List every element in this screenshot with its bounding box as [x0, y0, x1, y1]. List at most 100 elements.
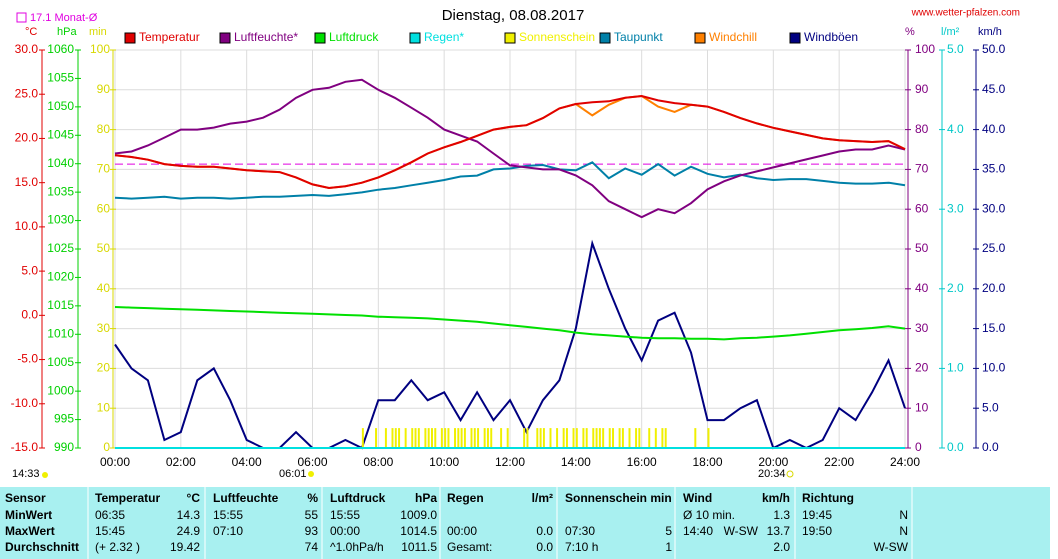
y-tick-label: 25.0 — [15, 86, 39, 100]
sunset-label: 20:34 — [758, 468, 786, 480]
sunshine-bar — [394, 428, 397, 448]
sunshine-bar — [539, 428, 542, 448]
table-cell: 1.3 — [773, 508, 790, 522]
sunshine-bar — [592, 428, 595, 448]
table-cell: 06:35 — [95, 508, 125, 522]
table-cell: 00:00 — [330, 524, 360, 538]
axis-title: l/m² — [941, 26, 960, 38]
series-line — [114, 94, 906, 190]
sunshine-bar — [424, 428, 427, 448]
y-tick-label: 1000 — [47, 383, 74, 397]
sunshine-bar — [523, 428, 526, 448]
table-header: Regen — [447, 491, 484, 505]
sunshine-bar — [595, 428, 598, 448]
table-cell: 1011.5 — [401, 540, 437, 554]
sunshine-bar — [598, 428, 601, 448]
x-tick-label: 14:00 — [561, 455, 591, 469]
table-cell: 5 — [665, 524, 672, 538]
sunshine-bar — [391, 428, 394, 448]
y-tick-label: 30 — [915, 321, 929, 335]
sunshine-bar — [473, 428, 476, 448]
reference-label: 17.1 Monat-Ø — [30, 12, 98, 24]
now-label: 14:33 — [12, 468, 40, 480]
y-tick-label: 1060 — [47, 42, 74, 56]
x-tick-label: 12:00 — [495, 455, 525, 469]
legend-swatch — [409, 32, 421, 44]
sunshine-bar — [477, 428, 480, 448]
y-tick-label: 90 — [97, 82, 111, 96]
y-tick-label: 20 — [915, 361, 929, 375]
sunshine-bar — [361, 428, 364, 448]
y-tick-label: 1035 — [47, 184, 74, 198]
table-cell: 14:40 — [683, 524, 713, 538]
axis-title: hPa — [57, 26, 77, 38]
y-tick-label: 995 — [54, 412, 74, 426]
sunshine-bar — [542, 428, 545, 448]
sun-icon — [42, 472, 48, 478]
x-tick-label: 04:00 — [232, 455, 262, 469]
table-cell: MaxWert — [5, 524, 55, 538]
sunshine-bar — [572, 428, 575, 448]
y-tick-label: -15.0 — [11, 440, 39, 454]
y-tick-label: 100 — [915, 42, 935, 56]
table-cell: 1 — [665, 540, 672, 554]
sunshine-bar — [612, 428, 615, 448]
y-tick-label: 30 — [97, 321, 111, 335]
table-header: Wind — [683, 491, 712, 505]
y-tick-label: 1045 — [47, 127, 74, 141]
sunshine-bar — [447, 428, 450, 448]
table-header: Sonnenschein min — [565, 491, 672, 505]
table-cell: 13.7 — [767, 524, 791, 538]
table-cell: 1009.0 — [400, 508, 437, 522]
table-cell: 15:55 — [330, 508, 360, 522]
table-header: °C — [187, 491, 201, 505]
y-tick-label: 40 — [915, 281, 929, 295]
y-tick-label: 40.0 — [982, 122, 1006, 136]
y-tick-label: 0 — [915, 440, 922, 454]
y-tick-label: 15.0 — [982, 321, 1006, 335]
x-tick-label: 10:00 — [429, 455, 459, 469]
table-cell: 0.0 — [536, 524, 553, 538]
y-tick-label: 1025 — [47, 241, 74, 255]
sunshine-bar — [654, 428, 657, 448]
x-tick-label: 00:00 — [100, 455, 130, 469]
table-cell: 0.0 — [536, 540, 553, 554]
table-cell: Gesamt: — [447, 540, 492, 554]
sunshine-bar — [608, 428, 611, 448]
sunshine-bar — [431, 428, 433, 448]
series-line — [114, 161, 906, 200]
x-tick-label: 20:00 — [758, 455, 788, 469]
y-tick-label: 10.0 — [15, 219, 39, 233]
sunrise-icon — [308, 471, 314, 477]
table-cell: 15:55 — [213, 508, 243, 522]
table-header: l/m² — [532, 491, 553, 505]
table-cell: N — [899, 524, 908, 538]
x-tick-label: 18:00 — [692, 455, 722, 469]
series-line — [114, 78, 906, 219]
table-cell: 00:00 — [447, 524, 477, 538]
table-cell: 93 — [305, 524, 319, 538]
y-tick-label: 0.0 — [21, 308, 38, 322]
sunshine-bar — [562, 428, 565, 448]
sunshine-bar — [411, 428, 414, 448]
table-background — [0, 487, 1050, 559]
y-tick-label: 3.0 — [947, 201, 964, 215]
table-header: % — [307, 491, 318, 505]
table-cell: Durchschnitt — [5, 540, 79, 554]
y-tick-label: 990 — [54, 440, 74, 454]
y-tick-label: 0.0 — [947, 440, 964, 454]
axis-title: % — [905, 26, 915, 38]
sunshine-bar — [582, 428, 585, 448]
legend-swatch — [599, 32, 611, 44]
source: www.wetter-pfalzen.com — [911, 8, 1020, 19]
sunshine-bar — [444, 428, 447, 448]
legend-swatch — [314, 32, 326, 44]
table-header: Luftfeuchte — [213, 491, 279, 505]
sunshine-bar — [556, 428, 559, 448]
y-tick-label: 1040 — [47, 156, 74, 170]
axis-title: °C — [25, 26, 37, 38]
y-tick-label: 80 — [915, 122, 929, 136]
table-cell: 07:30 — [565, 524, 595, 538]
table-cell: 19:50 — [802, 524, 832, 538]
